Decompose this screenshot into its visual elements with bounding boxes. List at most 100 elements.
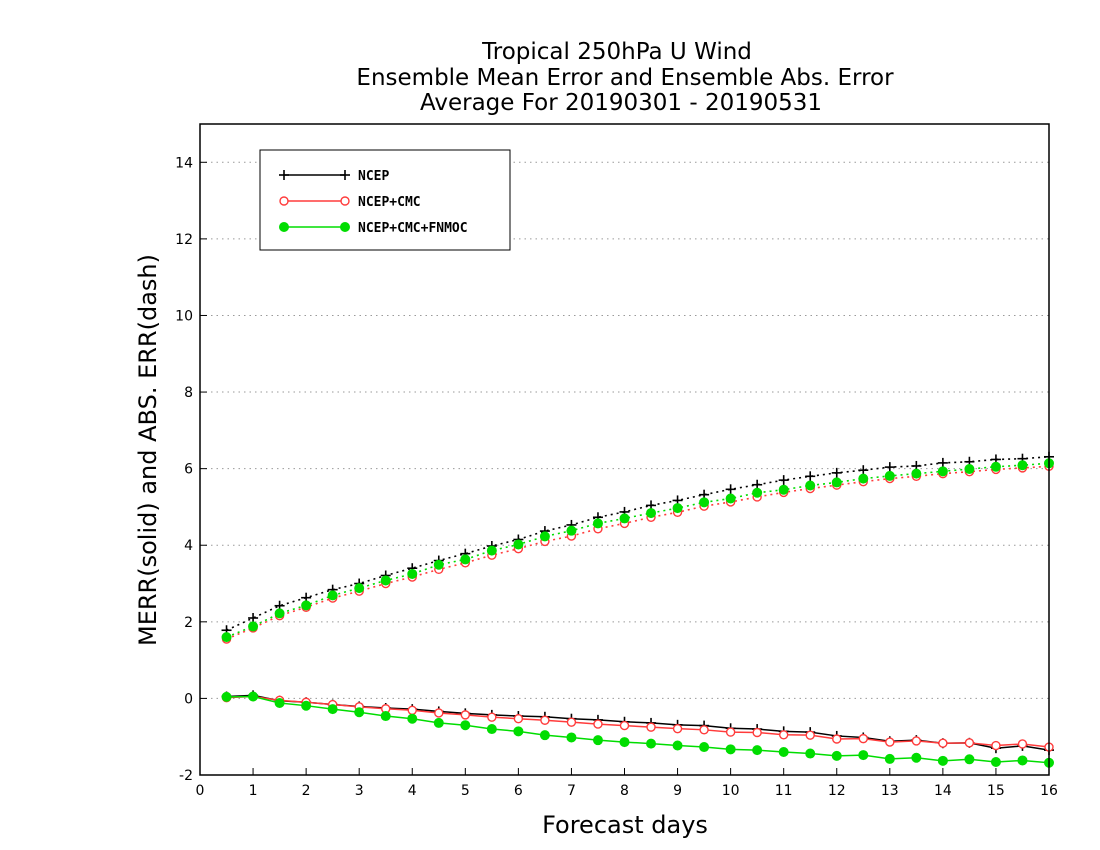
abs-error-point [248, 621, 259, 632]
mean-error-point [752, 745, 763, 756]
abs-error-point [486, 545, 497, 556]
mean-error-point [434, 708, 444, 718]
mean-error-point [725, 727, 736, 737]
chart-title-line-1: Tropical 250hPa U Wind [481, 39, 752, 65]
abs-error-point [805, 480, 816, 491]
abs-error-point [725, 493, 736, 504]
series-1 [221, 461, 1054, 752]
y-tick-label: 6 [184, 462, 193, 478]
abs-error-point [805, 471, 816, 482]
mean-error-point [885, 737, 895, 747]
abs-error-point [699, 497, 710, 508]
abs-error-point [248, 612, 259, 623]
abs-error-point [884, 470, 895, 481]
mean-error-point [699, 742, 710, 753]
abs-error-point [858, 473, 869, 484]
legend-label: NCEP+CMC+FNMOC [358, 221, 468, 236]
legend-marker [279, 170, 289, 180]
abs-error-line [226, 462, 1050, 638]
mean-error-point [937, 755, 948, 766]
mean-error-point [460, 720, 471, 731]
x-tick-label: 13 [881, 783, 899, 799]
y-tick-label: 14 [175, 155, 193, 171]
abs-error-point [433, 559, 444, 570]
mean-error-point [964, 754, 975, 765]
legend-marker [279, 196, 289, 206]
chart-title-line-2: Ensemble Mean Error and Ensemble Abs. Er… [356, 65, 894, 91]
mean-error-point [619, 737, 630, 748]
mean-error-point [407, 705, 417, 715]
y-axis-label: MERR(solid) and ABS. ERR(dash) [134, 254, 162, 646]
mean-error-point [619, 720, 630, 731]
x-tick-label: 14 [934, 783, 952, 799]
abs-error-point [778, 484, 789, 495]
legend-marker [340, 170, 350, 180]
mean-error-point [884, 753, 895, 764]
y-tick-label: 10 [175, 308, 193, 324]
abs-error-point [937, 457, 948, 468]
legend-marker [279, 222, 289, 232]
mean-error-point [778, 730, 789, 740]
abs-error-point [566, 525, 577, 536]
x-tick-label: 4 [408, 783, 417, 799]
mean-error-point [964, 738, 975, 748]
mean-error-point [646, 722, 656, 732]
abs-error-point [964, 464, 975, 475]
y-tick-label: 2 [184, 615, 193, 631]
y-tick-label: 12 [175, 232, 193, 248]
mean-error-point [911, 752, 922, 763]
mean-error-point [486, 724, 497, 735]
abs-error-point [274, 608, 285, 619]
abs-error-point [354, 583, 365, 594]
mean-error-point [672, 723, 683, 734]
mean-error-point [460, 710, 471, 720]
mean-error-point [566, 732, 577, 743]
mean-error-point [539, 730, 550, 741]
abs-error-point [672, 503, 683, 514]
legend-marker [340, 196, 350, 206]
abs-error-point [884, 462, 895, 473]
mean-error-point [380, 711, 391, 722]
mean-error-point [540, 715, 550, 725]
mean-error-point [1017, 739, 1028, 749]
mean-error-point [725, 744, 736, 755]
abs-error-point [407, 568, 418, 579]
abs-error-point [646, 508, 657, 519]
legend: NCEP NCEP+CMC NCEP+CMC+FNMOC [259, 149, 511, 251]
legend-label: NCEP+CMC [358, 195, 421, 210]
mean-error-point [327, 704, 338, 715]
mean-error-point [407, 713, 418, 724]
mean-error-point [354, 707, 365, 718]
abs-error-point [831, 467, 842, 478]
mean-error-point [991, 740, 1001, 751]
series-0 [221, 451, 1054, 756]
y-tick-label: 8 [184, 385, 193, 401]
mean-error-point [487, 712, 497, 722]
abs-error-line [226, 465, 1050, 640]
mean-error-point [990, 756, 1001, 767]
abs-error-point [327, 590, 338, 601]
x-tick-label: 6 [514, 783, 523, 799]
abs-error-point [460, 554, 471, 565]
abs-error-point [619, 513, 630, 524]
mean-error-point [646, 738, 657, 749]
legend-marker [340, 222, 350, 232]
y-tick-label: 0 [184, 691, 193, 707]
abs-error-point [831, 477, 842, 488]
mean-error-point [805, 748, 816, 759]
mean-error-point [301, 700, 312, 711]
abs-error-line [226, 455, 1050, 631]
mean-error-point [805, 730, 815, 740]
x-tick-label: 2 [302, 783, 311, 799]
mean-error-point [831, 750, 842, 761]
x-tick-label: 12 [828, 783, 846, 799]
abs-error-point [778, 475, 789, 486]
abs-error-point [539, 531, 550, 542]
x-tick-label: 0 [196, 783, 205, 799]
mean-error-point [752, 727, 762, 738]
mean-error-point [858, 733, 868, 744]
abs-error-point [911, 468, 922, 479]
mean-error-point [566, 717, 577, 727]
x-tick-label: 15 [987, 783, 1005, 799]
